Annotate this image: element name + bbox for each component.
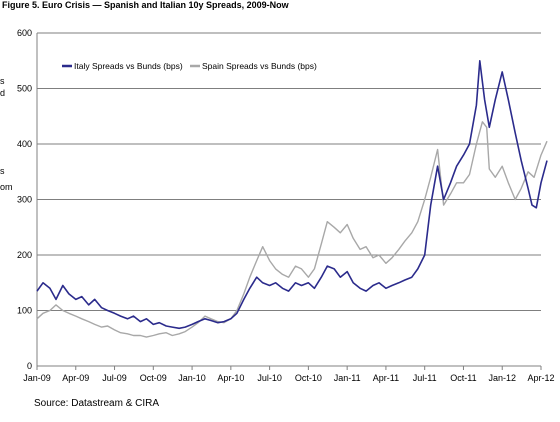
- axes: 0 100 200 300 400 500 600 Jan-09 Apr-09 Jul-09 Oct…: [17, 28, 555, 383]
- y-tick-label: 400: [17, 139, 32, 149]
- side-fragment-2: d: [0, 88, 6, 98]
- series-line-italy: [36, 60, 548, 330]
- side-fragment-4: om: [0, 182, 13, 192]
- y-tick-label: 500: [17, 84, 32, 94]
- x-tick-label: Jan-11: [334, 373, 361, 383]
- figure-title: Figure 5. Euro Crisis — Spanish and Ital…: [2, 0, 289, 10]
- x-tick-label: Oct-09: [140, 373, 167, 383]
- x-tick-label: Jul-10: [257, 373, 282, 383]
- x-tick-label: Apr-10: [217, 373, 244, 383]
- legend: Italy Spreads vs Bunds (bps) Spain Spread…: [62, 61, 317, 71]
- legend-label-italy: Italy Spreads vs Bunds (bps): [74, 61, 183, 71]
- x-tick-label: Apr-12: [527, 373, 554, 383]
- gridlines: [37, 32, 541, 311]
- y-tick-label: 600: [17, 28, 32, 38]
- source-note: Source: Datastream & CIRA: [34, 398, 160, 409]
- x-tick-label: Apr-11: [373, 373, 399, 383]
- side-fragment-3: s: [0, 166, 5, 176]
- legend-label-spain: Spain Spreads vs Bunds (bps): [202, 61, 317, 71]
- series-line-spain: [36, 121, 548, 338]
- series-lines: [36, 60, 548, 338]
- x-tick-label: Jan-12: [488, 373, 516, 383]
- x-tick-label: Jul-09: [102, 373, 127, 383]
- side-fragment-1: s: [0, 76, 5, 86]
- y-tick-label: 200: [17, 250, 32, 260]
- y-tick-label: 300: [17, 195, 32, 205]
- x-tick-label: Oct-11: [450, 373, 476, 383]
- y-tick-label: 100: [17, 306, 32, 316]
- x-tick-label: Jan-09: [23, 373, 51, 383]
- x-tick-label: Jul-11: [413, 373, 437, 383]
- x-tick-label: Jan-10: [178, 373, 206, 383]
- x-tick-label: Oct-10: [295, 373, 322, 383]
- x-tick-label: Apr-09: [62, 373, 89, 383]
- y-tick-label: 0: [27, 361, 32, 371]
